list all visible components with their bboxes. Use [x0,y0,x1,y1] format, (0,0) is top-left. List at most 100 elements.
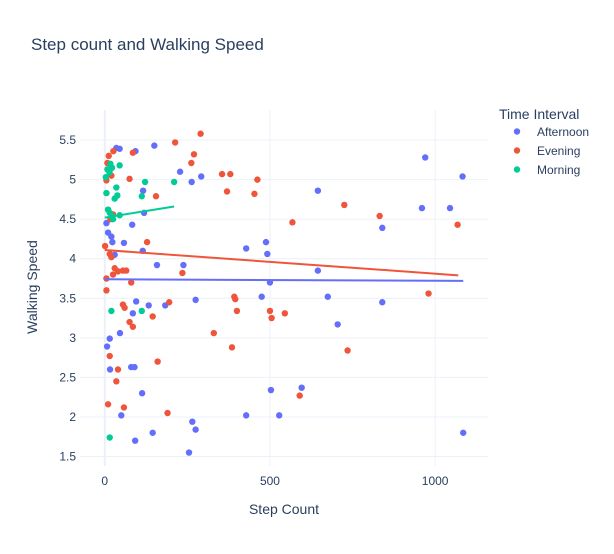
evening-point [128,279,135,286]
evening-point [106,352,113,360]
afternoon-point [460,429,467,436]
legend-title: Time Interval [499,106,579,122]
evening-point [129,149,137,156]
y-tick-label: 5 [69,173,76,187]
evening-point [254,176,261,183]
evening-point [164,409,171,417]
afternoon-point [264,250,271,258]
x-tick-label: 1000 [422,474,449,488]
morning-point [108,164,116,171]
legend-marker-evening [513,147,521,154]
morning-point [138,307,145,315]
evening-point [152,193,160,200]
afternoon-point [298,384,305,391]
afternoon-point [132,298,140,305]
evening-point [341,201,348,209]
x-axis-title: Step Count [249,501,319,517]
afternoon-point [109,238,116,246]
morning-point [113,184,120,191]
evening-point [228,344,236,351]
evening-point [296,392,303,399]
morning-point [114,192,121,199]
afternoon-point [131,363,138,371]
afternoon-point [153,261,161,269]
afternoon-point [116,329,124,337]
morning-point [103,189,110,197]
evening-point [233,307,241,315]
morning-point [138,193,145,200]
evening-point [179,269,186,277]
morning-point [106,434,113,441]
y-tick-label: 4.5 [59,212,76,226]
afternoon-point [120,239,128,247]
evening-point [104,401,112,408]
evening-point [197,130,204,137]
y-tick-label: 1.5 [59,450,76,464]
y-tick-label: 4 [69,252,76,266]
morning-point [106,169,113,176]
legend-marker-afternoon [513,128,521,135]
evening-point [120,404,128,411]
y-axis-title: Walking Speed [24,240,40,334]
evening-point [126,175,133,183]
evening-point [227,170,234,178]
afternoon-point [145,302,152,309]
y-tick-label: 2 [69,410,76,424]
afternoon-point [267,386,275,394]
afternoon-point [258,293,265,300]
afternoon-point [138,390,146,397]
evening-point [232,295,239,303]
afternoon-point [242,412,250,419]
evening-point [268,314,275,322]
afternoon-point [108,233,115,240]
evening-point [223,188,231,195]
evening-point [266,307,274,315]
evening-point [454,221,461,228]
legend[interactable]: Time Interval Afternoon Evening Morning [499,106,589,177]
morning-point [116,162,123,169]
evening-point [376,212,383,220]
evening-point [126,318,133,326]
morning-point [109,215,117,223]
afternoon-point [103,343,111,350]
morning-point [108,307,115,315]
evening-point [129,323,137,330]
afternoon-point [128,221,136,228]
morning-point [170,178,178,186]
evening-point [105,152,112,160]
afternoon-point [262,238,270,246]
legend-label-afternoon: Afternoon [537,125,589,139]
evening-point [188,159,195,167]
afternoon-point [192,426,199,433]
afternoon-point [459,173,466,180]
evening-point [113,378,120,385]
evening-point [123,267,130,274]
afternoon-point [334,321,341,328]
afternoon-point [106,335,113,342]
afternoon-point [418,204,426,212]
y-gridlines [80,139,488,458]
morning-point [102,174,109,181]
chart-title: Step count and Walking Speed [31,35,264,54]
afternoon-point [106,366,114,373]
afternoon-point [192,296,199,304]
legend-marker-morning [513,166,521,173]
evening-point [251,190,258,198]
afternoon-trend-line [104,278,464,282]
afternoon-point [176,168,184,175]
evening-point [171,139,179,146]
evening-point [149,313,156,320]
evening-point [101,242,109,250]
afternoon-point [379,299,386,306]
afternoon-point [242,245,250,252]
afternoon-point [324,293,331,300]
afternoon-point [314,267,322,274]
afternoon-point [188,178,195,186]
legend-label-evening: Evening [537,144,580,158]
x-tick-label: 500 [260,474,280,488]
evening-point [344,347,351,354]
evening-point [218,170,226,178]
afternoon-point [276,412,283,419]
